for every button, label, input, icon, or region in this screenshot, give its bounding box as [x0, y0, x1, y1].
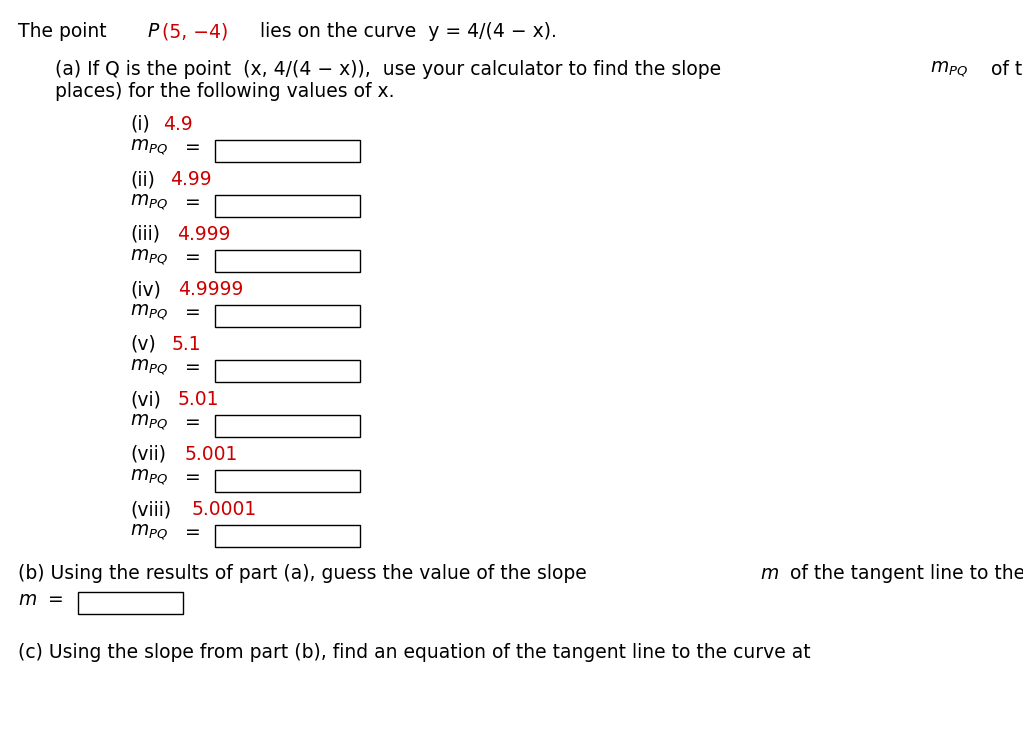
- Text: =: =: [179, 523, 207, 542]
- Text: 5.001: 5.001: [184, 445, 237, 464]
- Text: (vii): (vii): [130, 445, 166, 464]
- Text: =: =: [43, 590, 71, 609]
- Text: places) for the following values of x.: places) for the following values of x.: [55, 82, 395, 101]
- Text: (5, −4): (5, −4): [163, 22, 228, 41]
- Text: The point: The point: [18, 22, 119, 41]
- Bar: [215, 415, 360, 437]
- Text: (v): (v): [130, 335, 155, 354]
- Text: (a) If Q is the point  (x, 4/(4 − x)),  use your calculator to find the slope: (a) If Q is the point (x, 4/(4 − x)), us…: [55, 60, 733, 79]
- Text: =: =: [179, 303, 207, 322]
- Text: 4.9: 4.9: [164, 115, 193, 134]
- Text: (iv): (iv): [130, 280, 161, 299]
- Text: =: =: [179, 248, 207, 267]
- Text: of the secant line: of the secant line: [979, 60, 1023, 79]
- Bar: [79, 592, 183, 615]
- Text: (ii): (ii): [130, 170, 154, 189]
- Text: $m$: $m$: [760, 564, 779, 583]
- Text: $m_{PQ}$: $m_{PQ}$: [130, 303, 168, 322]
- Text: =: =: [179, 413, 207, 432]
- Bar: [215, 250, 360, 272]
- Text: 4.9999: 4.9999: [178, 280, 243, 299]
- Text: $m_{PQ}$: $m_{PQ}$: [130, 523, 168, 542]
- Bar: [215, 140, 360, 162]
- Text: P: P: [148, 22, 160, 41]
- Text: (i): (i): [130, 115, 149, 134]
- Text: $m_{PQ}$: $m_{PQ}$: [130, 248, 168, 268]
- Text: (c) Using the slope from part (b), find an equation of the tangent line to the c: (c) Using the slope from part (b), find …: [18, 643, 822, 662]
- Text: $m_{PQ}$: $m_{PQ}$: [930, 60, 968, 79]
- Text: (b) Using the results of part (a), guess the value of the slope: (b) Using the results of part (a), guess…: [18, 564, 592, 583]
- Text: $m$: $m$: [18, 590, 37, 609]
- Text: =: =: [179, 193, 207, 212]
- Bar: [215, 195, 360, 217]
- Text: of the tangent line to the curve at: of the tangent line to the curve at: [784, 564, 1023, 583]
- Text: =: =: [179, 138, 207, 157]
- Text: $m_{PQ}$: $m_{PQ}$: [130, 468, 168, 487]
- Text: (iii): (iii): [130, 225, 160, 244]
- Text: $m_{PQ}$: $m_{PQ}$: [130, 358, 168, 377]
- Text: 4.99: 4.99: [170, 170, 212, 189]
- Text: 5.1: 5.1: [171, 335, 201, 354]
- Bar: [215, 360, 360, 382]
- Text: 5.0001: 5.0001: [191, 500, 257, 519]
- Text: $m_{PQ}$: $m_{PQ}$: [130, 138, 168, 158]
- Bar: [215, 305, 360, 327]
- Text: 5.01: 5.01: [178, 390, 219, 409]
- Bar: [215, 525, 360, 547]
- Text: $m_{PQ}$: $m_{PQ}$: [130, 413, 168, 432]
- Text: (viii): (viii): [130, 500, 171, 519]
- Bar: [215, 470, 360, 492]
- Text: $m_{PQ}$: $m_{PQ}$: [130, 193, 168, 213]
- Text: lies on the curve  y = 4/(4 − x).: lies on the curve y = 4/(4 − x).: [248, 22, 557, 41]
- Text: 4.999: 4.999: [177, 225, 230, 244]
- Text: =: =: [179, 358, 207, 377]
- Text: (vi): (vi): [130, 390, 161, 409]
- Text: =: =: [179, 468, 207, 487]
